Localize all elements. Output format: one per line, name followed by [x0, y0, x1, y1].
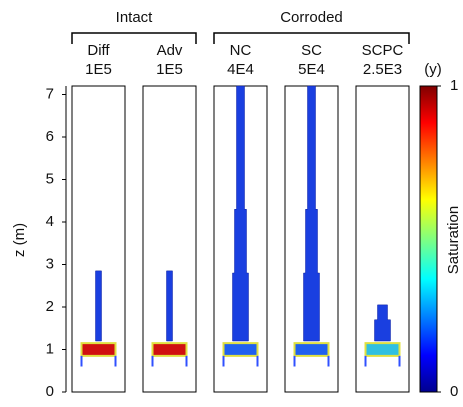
y-tick-label: 0 — [46, 383, 54, 400]
time-unit: (y) — [424, 61, 442, 78]
y-tick-label: 4 — [46, 213, 54, 230]
panel-name: Diff — [87, 42, 110, 59]
well-base — [80, 342, 117, 357]
group-label: Intact — [116, 9, 154, 26]
well-base — [151, 342, 188, 357]
y-tick-label: 5 — [46, 170, 54, 187]
plume — [232, 85, 249, 342]
panel-time: 2.5E3 — [363, 61, 402, 78]
well-legs — [151, 355, 188, 367]
panel-time: 1E5 — [85, 61, 112, 78]
well-legs — [222, 355, 259, 367]
colorbar-label: Saturation — [445, 206, 462, 274]
y-tick-label: 1 — [46, 340, 54, 357]
y-tick-label: 2 — [46, 298, 54, 315]
panel-time: 5E4 — [298, 61, 325, 78]
group-bracket — [213, 32, 410, 44]
colorbar-tick-label: 1 — [450, 77, 458, 94]
panel-name: Adv — [157, 42, 183, 59]
y-tick-label: 3 — [46, 255, 54, 272]
plume — [303, 85, 320, 342]
panel-time: 1E5 — [156, 61, 183, 78]
y-tick-label: 7 — [46, 85, 54, 102]
y-axis-label: z (m) — [11, 223, 28, 257]
group-label: Corroded — [280, 9, 343, 26]
well-base — [364, 342, 401, 357]
colorbar-tick-label: 0 — [450, 383, 458, 400]
plume — [95, 270, 102, 342]
well-legs — [80, 355, 117, 367]
panel-name: SCPC — [362, 42, 404, 59]
plume — [374, 304, 391, 342]
well-legs — [293, 355, 330, 367]
panel-name: NC — [230, 42, 252, 59]
well-base — [222, 342, 259, 357]
y-tick-label: 6 — [46, 128, 54, 145]
well-legs — [364, 355, 401, 367]
panel-name: SC — [301, 42, 322, 59]
colorbar — [419, 85, 438, 393]
panel-time: 4E4 — [227, 61, 254, 78]
plume — [166, 270, 173, 342]
group-bracket — [71, 32, 197, 44]
well-base — [293, 342, 330, 357]
